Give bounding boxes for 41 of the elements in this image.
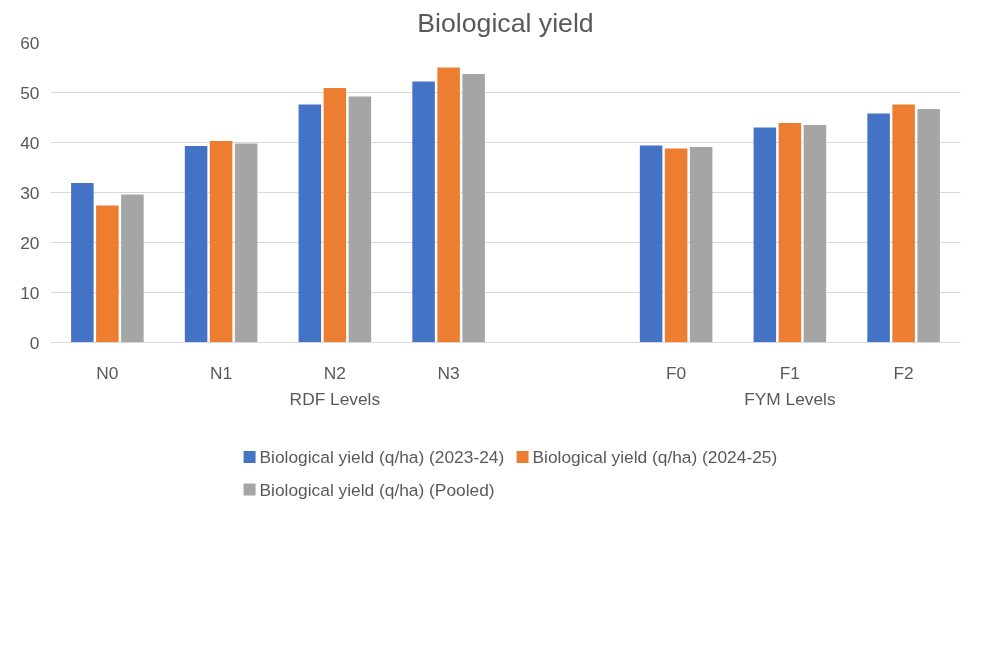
- bar: [803, 125, 827, 343]
- bar: [323, 88, 347, 343]
- bar: [234, 143, 258, 343]
- x-tick-label: F0: [666, 362, 687, 383]
- legend-label: Biological yield (q/ha) (Pooled): [259, 479, 495, 500]
- x-tick-label: N0: [96, 362, 119, 383]
- bar: [664, 148, 688, 343]
- y-tick-label: 50: [20, 82, 40, 103]
- bar: [184, 146, 208, 343]
- x-tick-label: F2: [893, 362, 914, 383]
- bar: [437, 67, 460, 343]
- legend-label: Biological yield (q/ha) (2023-24): [259, 447, 505, 467]
- x-tick-label: N1: [210, 362, 233, 383]
- bar: [778, 123, 802, 343]
- bar: [639, 145, 663, 343]
- bar: [209, 141, 233, 343]
- x-tick-label: N2: [323, 362, 346, 383]
- chart-title: Biological yield: [417, 7, 594, 38]
- y-tick-label: 0: [29, 332, 40, 353]
- legend-label: Biological yield (q/ha) (2024-25): [532, 447, 778, 467]
- y-tick-label: 30: [20, 182, 40, 203]
- bar: [71, 183, 94, 343]
- y-tick-label: 20: [20, 232, 40, 253]
- bar: [96, 205, 119, 343]
- bar: [412, 81, 435, 343]
- bar: [298, 104, 322, 343]
- y-tick-label: 10: [20, 282, 40, 303]
- y-tick-label: 40: [20, 132, 40, 153]
- bar: [462, 74, 485, 343]
- bar: [892, 104, 915, 343]
- text: FYM Levels: [744, 389, 836, 410]
- y-tick-label: 60: [20, 32, 40, 53]
- x-tick-label: F1: [779, 362, 800, 383]
- bar: [917, 109, 940, 343]
- bar: [867, 113, 890, 343]
- x-tick-label: N3: [437, 362, 460, 383]
- text: RDF Levels: [289, 389, 381, 410]
- bar: [753, 127, 777, 343]
- bar: [348, 96, 372, 343]
- bar: [121, 194, 144, 343]
- bar: [689, 147, 713, 343]
